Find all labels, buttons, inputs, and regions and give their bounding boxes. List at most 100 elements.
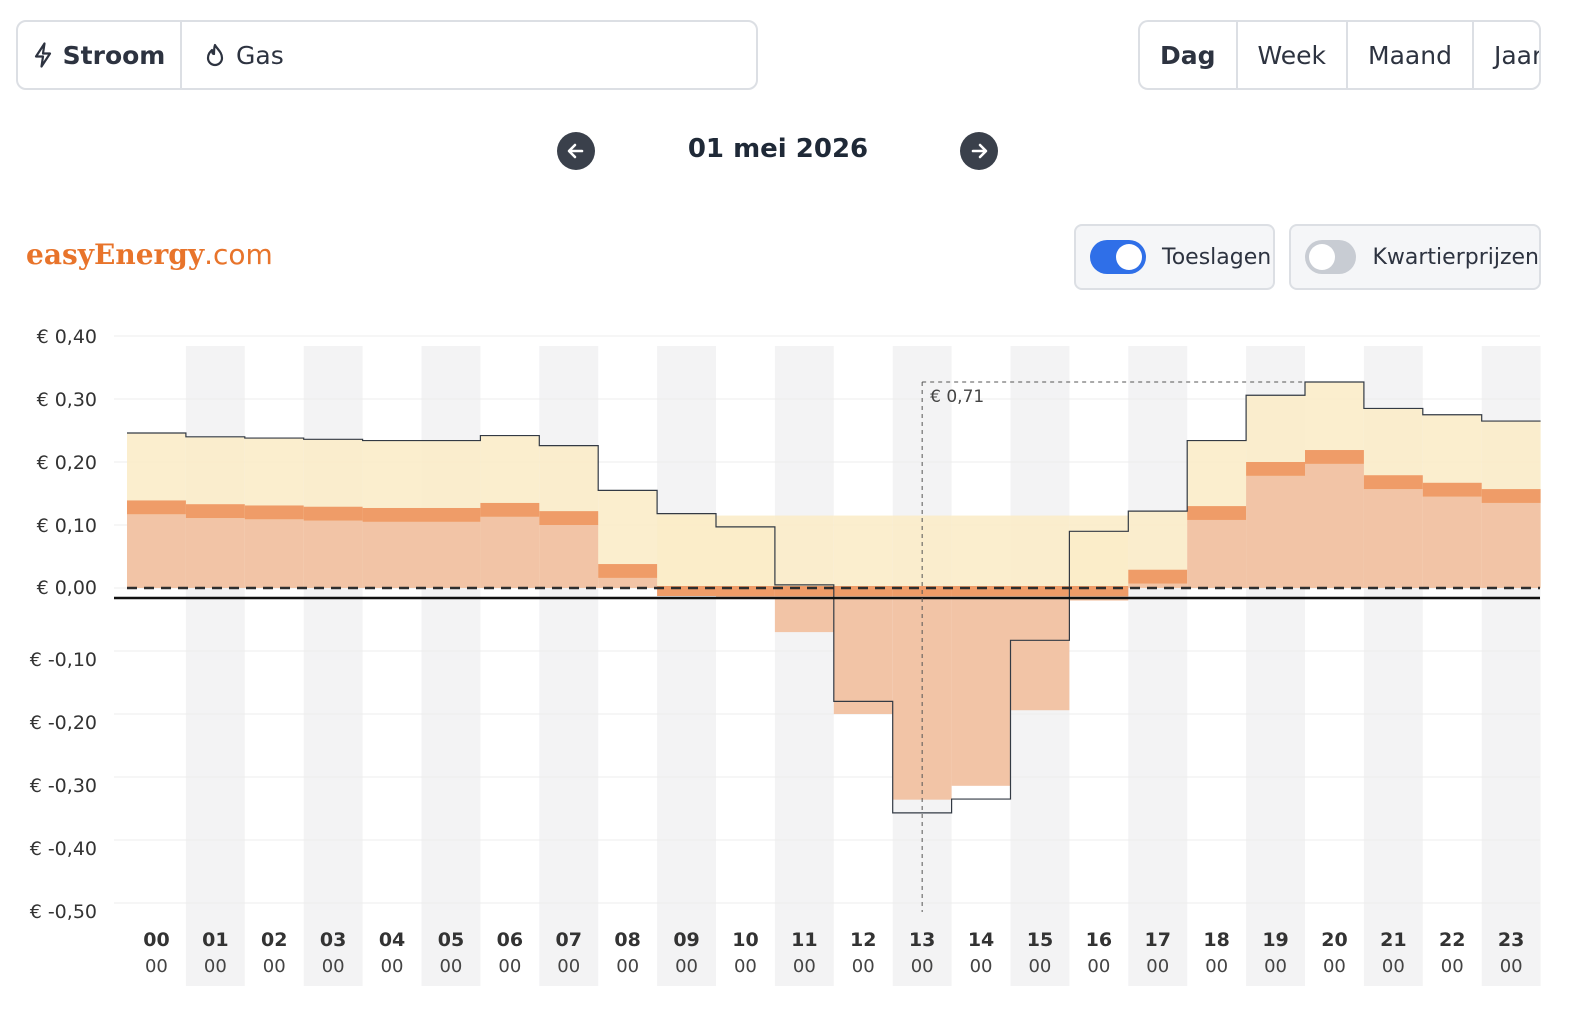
base-price-bar [1187, 519, 1247, 588]
x-tick-hour: 21 [1380, 929, 1406, 951]
tab-stroom-label: Stroom [62, 40, 166, 70]
surcharge-bar [833, 515, 893, 588]
toeslagen-toggle[interactable]: Toeslagen [1074, 224, 1275, 290]
tax-band-bar [657, 586, 716, 596]
tax-band-bar [1246, 462, 1305, 476]
x-tick-hour: 19 [1262, 929, 1288, 951]
x-tick-minute: 00 [1146, 956, 1169, 977]
tooltip-value: € 0,71 [930, 387, 984, 407]
base-price-bar [1481, 502, 1541, 588]
x-tick-hour: 01 [202, 929, 228, 951]
tax-band-bar [716, 586, 775, 596]
tax-band-bar [539, 511, 599, 525]
surcharge-bar [951, 515, 1011, 588]
x-tick-minute: 00 [734, 956, 757, 977]
x-tick-minute: 00 [1441, 956, 1464, 977]
y-tick-label: € 0,20 [37, 452, 97, 474]
tax-band-bar [127, 500, 186, 515]
x-tick-hour: 08 [614, 929, 640, 951]
base-price-bar [127, 514, 186, 588]
lightning-icon [34, 42, 51, 68]
kwartierprijzen-switch[interactable] [1305, 240, 1357, 274]
tab-jaar[interactable]: Jaar [1493, 40, 1541, 70]
x-tick-hour: 11 [791, 929, 817, 951]
y-tick-label: € 0,10 [37, 515, 97, 537]
surcharge-bar [774, 515, 834, 588]
x-tick-minute: 00 [1087, 956, 1110, 977]
previous-day-button[interactable] [557, 132, 595, 170]
x-tick-minute: 00 [381, 956, 404, 977]
logo-tld: .com [204, 238, 273, 271]
base-price-bar [1010, 588, 1070, 711]
y-tick-label: € -0,20 [30, 712, 97, 734]
tax-band-bar [362, 507, 422, 522]
base-price-bar [1422, 496, 1482, 588]
x-tick-minute: 00 [793, 956, 816, 977]
base-price-bar [833, 588, 893, 714]
tax-band-bar [480, 502, 540, 517]
base-price-bar [480, 516, 540, 588]
x-tick-minute: 00 [557, 956, 580, 977]
tab-dag[interactable]: Dag [1140, 22, 1238, 88]
tax-band-bar [598, 564, 658, 578]
surcharge-bar [1010, 515, 1070, 588]
energy-type-tabs: Stroom Gas [16, 20, 758, 90]
base-price-bar [951, 588, 1011, 786]
tab-gas[interactable]: Gas [182, 22, 756, 88]
x-tick-minute: 00 [911, 956, 934, 977]
x-tick-minute: 00 [439, 956, 462, 977]
x-tick-minute: 00 [970, 956, 993, 977]
tax-band-bar [1363, 475, 1423, 490]
x-tick-hour: 10 [732, 929, 758, 951]
tax-band-bar [421, 507, 481, 522]
flame-icon [206, 43, 224, 67]
base-price-bar [421, 521, 481, 588]
x-tick-minute: 00 [1500, 956, 1523, 977]
next-day-button[interactable] [960, 132, 998, 170]
tab-maand[interactable]: Maand [1348, 22, 1474, 88]
x-tick-hour: 02 [261, 929, 287, 951]
x-tick-hour: 00 [143, 929, 169, 951]
x-tick-minute: 00 [204, 956, 227, 977]
x-tick-minute: 00 [1382, 956, 1405, 977]
base-price-bar [1128, 583, 1188, 588]
y-tick-label: € -0,10 [30, 649, 97, 671]
x-tick-minute: 00 [616, 956, 639, 977]
y-tick-label: € 0,00 [37, 577, 97, 599]
base-price-bar [185, 518, 245, 588]
x-tick-minute: 00 [1205, 956, 1228, 977]
y-tick-label: € -0,40 [30, 838, 97, 860]
easyenergy-logo: easyEnergy.com [26, 238, 273, 271]
x-tick-hour: 23 [1498, 929, 1524, 951]
x-tick-hour: 17 [1145, 929, 1171, 951]
x-tick-minute: 00 [498, 956, 521, 977]
tab-week[interactable]: Week [1238, 22, 1349, 88]
logo-brand: easyEnergy [26, 238, 205, 271]
toeslagen-switch[interactable] [1090, 240, 1146, 274]
x-tick-hour: 16 [1086, 929, 1112, 951]
period-tabs: Dag Week Maand Jaar [1138, 20, 1541, 90]
tax-band-bar [303, 506, 363, 521]
x-tick-minute: 00 [263, 956, 286, 977]
column-stripe [657, 346, 716, 986]
y-tick-label: € -0,50 [30, 901, 97, 923]
current-date: 01 mei 2026 [687, 134, 869, 164]
surcharge-bar [1069, 515, 1129, 588]
tax-band-bar [1128, 569, 1188, 584]
tab-gas-label: Gas [236, 40, 284, 70]
total-price-line [127, 381, 1541, 814]
tax-band-bar [1010, 586, 1070, 596]
tax-band-bar [185, 504, 245, 519]
base-price-bar [1363, 489, 1423, 588]
x-tick-minute: 00 [322, 956, 345, 977]
surcharge-bar [716, 515, 775, 588]
x-tick-minute: 00 [145, 956, 168, 977]
x-tick-hour: 05 [438, 929, 464, 951]
base-price-bar [1246, 475, 1305, 588]
tab-stroom[interactable]: Stroom [18, 22, 182, 88]
surcharge-bar [657, 515, 716, 588]
kwartierprijzen-toggle[interactable]: Kwartierprijzen [1289, 224, 1541, 290]
x-tick-hour: 18 [1203, 929, 1229, 951]
arrow-left-icon [567, 143, 584, 159]
base-price-bar [539, 525, 599, 588]
